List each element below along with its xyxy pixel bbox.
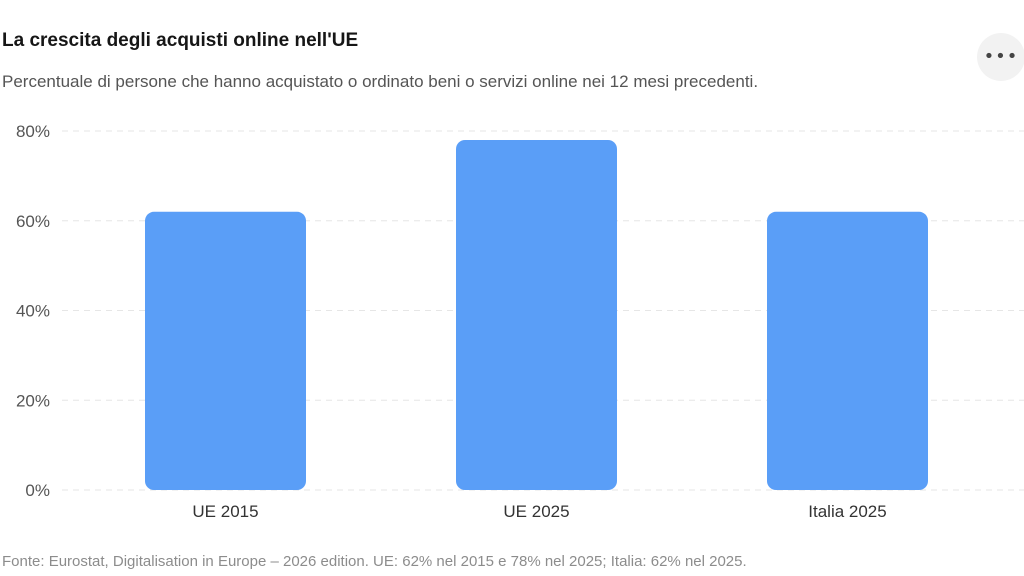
bar-italia-2025[interactable] [767, 211, 928, 490]
more-horizontal-icon: ••• [983, 46, 1019, 67]
bars [145, 139, 928, 490]
bar-chart: 0% 20% 40% 60% 80% UE 2015 UE 2025 Italia 2025 [16, 122, 1024, 521]
chart-title: La crescita degli acquisti online nell'U… [2, 30, 359, 51]
bar-ue-2015[interactable] [145, 211, 306, 490]
bar-ue-2025[interactable] [456, 139, 617, 490]
chart-subtitle: Percentuale di persone che hanno acquist… [2, 72, 759, 91]
source-note: Fonte: Eurostat, Digitalisation in Europ… [2, 553, 747, 570]
y-tick-label: 80% [16, 122, 50, 141]
y-axis-ticks: 0% 20% 40% 60% 80% [16, 122, 50, 500]
x-category-label: UE 2015 [192, 502, 258, 521]
y-tick-label: 0% [25, 481, 50, 500]
more-options-button[interactable]: ••• [977, 33, 1024, 81]
x-category-label: Italia 2025 [808, 502, 886, 521]
y-tick-label: 40% [16, 302, 50, 321]
x-category-label: UE 2025 [503, 502, 569, 521]
y-tick-label: 20% [16, 391, 50, 410]
y-tick-label: 60% [16, 212, 50, 231]
x-axis-labels: UE 2015 UE 2025 Italia 2025 [192, 502, 886, 521]
